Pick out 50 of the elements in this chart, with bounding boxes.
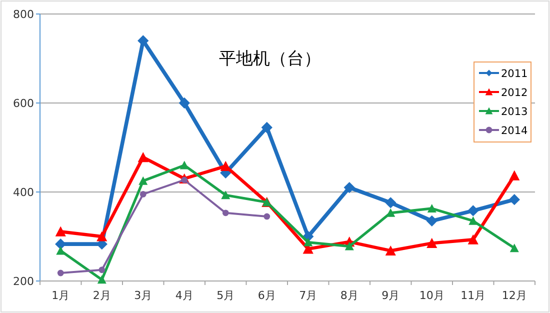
point (97, 275, 106, 284)
point (264, 213, 270, 220)
point (304, 238, 313, 246)
point (221, 190, 230, 200)
y-tick-label: 200 (13, 275, 34, 288)
point (138, 152, 148, 162)
point (468, 216, 478, 225)
x-tick-label: 4月 (175, 289, 194, 302)
point (138, 176, 148, 185)
x-tick-label: 5月 (216, 289, 235, 302)
x-tick-label: 11月 (460, 289, 486, 302)
point (510, 244, 519, 252)
legend-label: 2012 (501, 87, 528, 99)
point (426, 238, 438, 248)
x-tick-label: 10月 (419, 289, 444, 302)
x-tick-label: 8月 (340, 289, 358, 302)
x-tick-label: 7月 (299, 289, 318, 302)
point (509, 170, 520, 180)
point (261, 122, 272, 134)
point (385, 197, 396, 208)
legend-label: 2014 (501, 125, 528, 137)
title: 平地机（台） (219, 49, 321, 69)
point (385, 245, 396, 256)
point (178, 97, 190, 109)
y-tick-label: 400 (13, 186, 34, 199)
point (98, 266, 106, 274)
point (468, 205, 479, 216)
x-tick-label: 1月 (52, 289, 70, 302)
y-tick-label: 800 (13, 8, 34, 21)
x-tick-label: 3月 (134, 289, 152, 302)
point (508, 194, 520, 206)
point (426, 215, 438, 227)
point (140, 191, 146, 198)
x-tick-label: 2月 (92, 289, 111, 302)
point (55, 226, 66, 236)
y-tick-label: 600 (13, 97, 34, 110)
point (96, 231, 108, 242)
x-tick-label: 12月 (502, 289, 527, 302)
point (222, 210, 229, 216)
legend-label: 2013 (501, 106, 528, 118)
point (56, 246, 66, 255)
legend-label: 2011 (501, 68, 528, 80)
x-tick-label: 6月 (258, 289, 276, 302)
point (57, 270, 64, 276)
point (344, 182, 355, 194)
x-tick-label: 9月 (382, 289, 400, 302)
point (180, 160, 189, 170)
point (468, 234, 478, 244)
point (427, 204, 436, 212)
point (344, 242, 354, 250)
